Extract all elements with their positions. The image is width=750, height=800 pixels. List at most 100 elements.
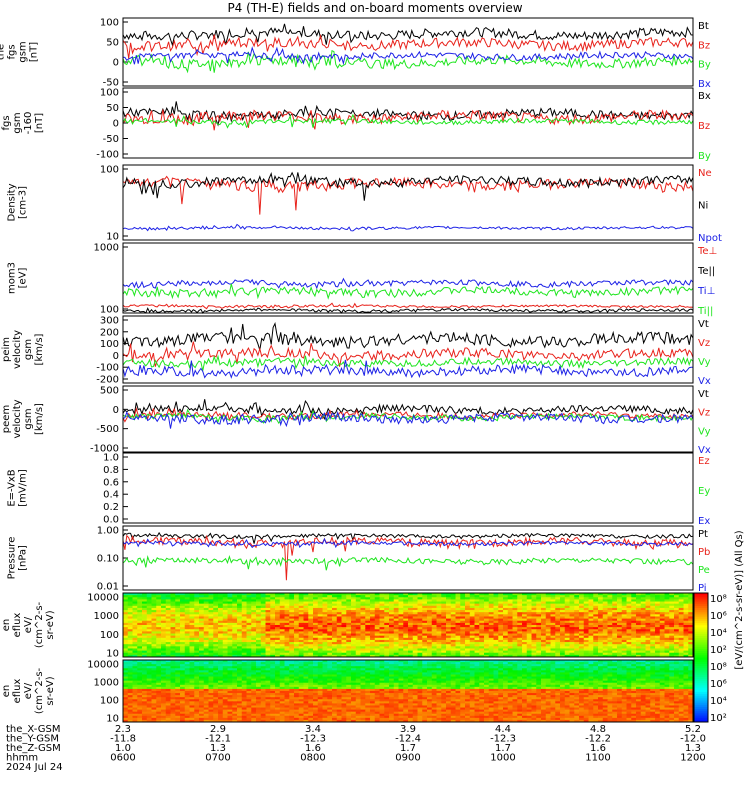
heat-cell (389, 625, 395, 628)
heat-cell (327, 610, 333, 613)
heat-cell (218, 601, 224, 605)
heat-cell (151, 599, 157, 603)
heat-cell (384, 610, 390, 613)
heat-cell (598, 610, 604, 613)
heat-cell (579, 627, 585, 630)
heat-cell (588, 616, 594, 620)
heat-cell (441, 627, 447, 630)
heat-cell (636, 614, 642, 617)
heat-cell (417, 605, 423, 609)
heat-cell (298, 605, 304, 609)
heat-cell (222, 612, 228, 615)
heat-cell (465, 614, 471, 617)
heat-cell (531, 597, 537, 600)
heat-cell (384, 597, 390, 600)
heat-cell (503, 612, 509, 615)
heat-cell (232, 605, 238, 609)
heat-cell (674, 627, 680, 630)
heat-cell (379, 599, 385, 603)
heat-cell (626, 612, 632, 615)
ytick-label: 100 (100, 165, 119, 176)
heat-cell (422, 597, 428, 600)
heat-cell (270, 593, 276, 596)
heat-cell (579, 595, 585, 598)
series-Pi (122, 537, 694, 549)
heat-cell (389, 620, 395, 624)
heat-cell (213, 631, 219, 635)
heat-cell (517, 625, 523, 628)
heat-cell (446, 616, 452, 620)
heat-cell (218, 625, 224, 628)
heat-cell (213, 595, 219, 598)
heat-cell (175, 635, 181, 639)
heat-cell (650, 595, 656, 598)
heat-cell (536, 622, 542, 626)
ytick-label: -50 (103, 78, 119, 89)
heat-cell (298, 618, 304, 622)
heat-cell (317, 614, 323, 617)
heat-cell (132, 620, 138, 624)
heat-cell (602, 620, 608, 624)
heat-cell (598, 631, 604, 635)
series-By (122, 49, 694, 74)
heat-cell (132, 605, 138, 609)
heat-cell (683, 614, 689, 617)
heat-cell (488, 633, 494, 637)
heat-cell (655, 603, 661, 607)
heat-cell (146, 593, 152, 596)
heat-cell (256, 614, 262, 617)
heat-cell (127, 625, 133, 628)
heat-cell (284, 605, 290, 609)
heat-cell (384, 607, 390, 611)
heat-cell (260, 629, 266, 632)
series-Bz (122, 108, 694, 131)
heat-cell (142, 620, 148, 624)
heat-cell (203, 593, 209, 596)
heat-cell (232, 595, 238, 598)
heat-cell (484, 627, 490, 630)
heat-cell (450, 603, 456, 607)
heat-cell (469, 593, 475, 596)
heat-cell (165, 614, 171, 617)
legend-Vz: Vz (698, 338, 710, 349)
heat-cell (460, 633, 466, 637)
heat-cell (607, 612, 613, 615)
heat-cell (222, 625, 228, 628)
heat-cell (655, 616, 661, 620)
heat-cell (389, 618, 395, 622)
heat-cell (583, 603, 589, 607)
heat-cell (393, 597, 399, 600)
heat-cell (151, 616, 157, 620)
heat-cell (607, 593, 613, 596)
ytick-label: 100 (100, 18, 119, 29)
heat-cell (389, 597, 395, 600)
heat-cell (545, 616, 551, 620)
heat-cell (322, 618, 328, 622)
heat-cell (612, 612, 618, 615)
heat-cell (123, 629, 129, 632)
ylabel-fgs_gsm_160: thefgsgsm-160[nT] (0, 112, 45, 135)
heat-cell (137, 629, 143, 632)
heat-cell (431, 616, 437, 620)
heat-cell (488, 629, 494, 632)
heat-cell (446, 633, 452, 637)
heat-cell (412, 605, 418, 609)
heat-cell (393, 610, 399, 613)
heat-cell (522, 603, 528, 607)
heat-cell (526, 595, 532, 598)
heat-cell (246, 605, 252, 609)
heat-cell (189, 633, 195, 637)
heat-cell (593, 625, 599, 628)
heat-cell (545, 605, 551, 609)
heat-cell (232, 627, 238, 630)
heat-cell (346, 622, 352, 626)
heat-cell (132, 627, 138, 630)
heat-cell (678, 633, 684, 637)
heat-cell (626, 597, 632, 600)
heat-cell (579, 618, 585, 622)
heat-cell (199, 633, 205, 637)
heat-cell (474, 616, 480, 620)
heat-cell (422, 601, 428, 605)
heat-cell (203, 622, 209, 626)
heat-cell (664, 622, 670, 626)
